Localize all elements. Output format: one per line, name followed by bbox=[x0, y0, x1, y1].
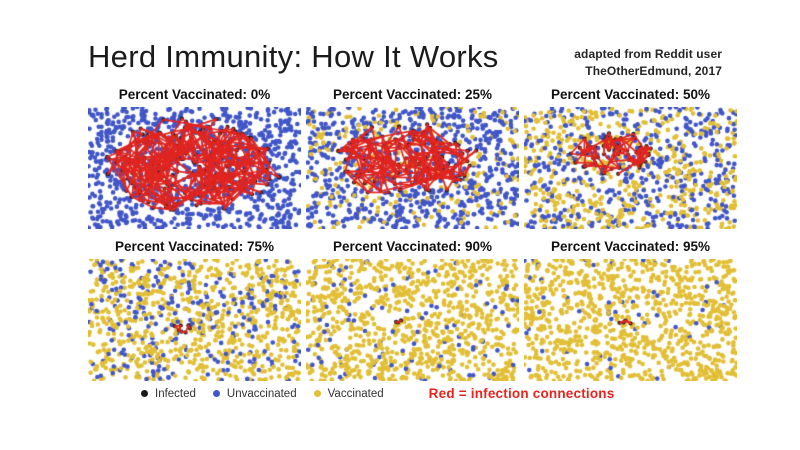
attribution: adapted from Reddit user TheOtherEdmund,… bbox=[574, 46, 722, 81]
vaccinated-dot-icon bbox=[313, 390, 321, 397]
panel-90-percent: Percent Vaccinated: 90% bbox=[306, 238, 519, 381]
infection-connections-note: Red = infection connections bbox=[428, 386, 615, 401]
dot-field-canvas-25 bbox=[306, 107, 519, 229]
legend-item-vaccinated: Vaccinated bbox=[313, 387, 384, 400]
legend-label: Vaccinated bbox=[327, 387, 384, 400]
panel-25-percent: Percent Vaccinated: 25% bbox=[306, 86, 519, 229]
legend-item-unvaccinated: Unvaccinated bbox=[212, 387, 297, 400]
legend-label: Infected bbox=[155, 387, 196, 400]
panel-title: Percent Vaccinated: 0% bbox=[118, 87, 271, 102]
panel-title: Percent Vaccinated: 90% bbox=[332, 239, 493, 254]
header: Herd Immunity: How It Works adapted from… bbox=[88, 39, 722, 81]
dot-field-canvas-75 bbox=[88, 259, 301, 381]
panel-0-percent: Percent Vaccinated: 0% bbox=[88, 86, 301, 229]
panel-title: Percent Vaccinated: 95% bbox=[550, 239, 711, 254]
panel-75-percent: Percent Vaccinated: 75% bbox=[88, 238, 301, 381]
panel-95-percent: Percent Vaccinated: 95% bbox=[524, 238, 737, 381]
panel-title: Percent Vaccinated: 75% bbox=[114, 239, 275, 254]
dot-field-canvas-95 bbox=[524, 259, 737, 381]
attribution-line-2: TheOtherEdmund, 2017 bbox=[585, 64, 722, 79]
panel-title: Percent Vaccinated: 50% bbox=[550, 87, 711, 102]
attribution-line-1: adapted from Reddit user bbox=[574, 47, 722, 61]
infected-dot-icon bbox=[141, 390, 148, 397]
unvaccinated-dot-icon bbox=[212, 390, 220, 397]
legend-label: Unvaccinated bbox=[226, 387, 297, 400]
legend-item-infected: Infected bbox=[141, 388, 196, 400]
panel-50-percent: Percent Vaccinated: 50% bbox=[524, 86, 737, 229]
panels-grid: Percent Vaccinated: 0% Percent Vaccinate… bbox=[88, 86, 737, 381]
dot-field-canvas-90 bbox=[306, 259, 519, 381]
dot-field-canvas-0 bbox=[88, 107, 301, 229]
page-title: Herd Immunity: How It Works bbox=[88, 39, 499, 74]
dot-field-canvas-50 bbox=[524, 107, 737, 229]
panel-title: Percent Vaccinated: 25% bbox=[332, 87, 493, 102]
legend: Infected Unvaccinated Vaccinated Red = i… bbox=[141, 386, 614, 401]
